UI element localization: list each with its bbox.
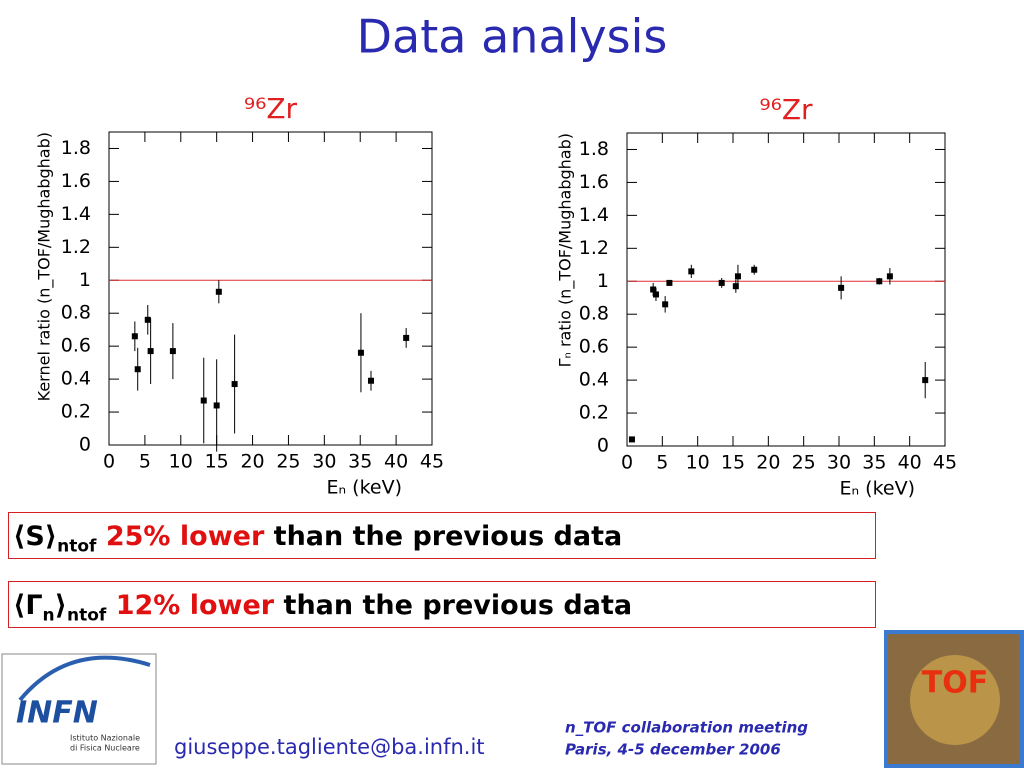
x-tick-label: 5 — [656, 452, 668, 474]
data-point — [751, 266, 758, 273]
symbol: ⟨S⟩ — [13, 521, 58, 552]
symbol: ⟨Γ — [13, 590, 43, 621]
plot-frame — [626, 132, 946, 447]
data-point — [147, 348, 154, 355]
x-tick-label: 20 — [240, 451, 264, 473]
infn-logo — [1, 653, 157, 765]
x-tick-label: 45 — [933, 452, 957, 474]
infn-text: INFN — [16, 696, 98, 731]
data-point — [666, 279, 673, 286]
y-tick-label: 1.8 — [61, 137, 91, 159]
y-tick-label: 1.6 — [61, 170, 91, 192]
box-text: than the previous data — [273, 521, 623, 552]
x-tick-label: 10 — [169, 451, 193, 473]
y-tick-label: 0.4 — [61, 368, 91, 390]
y-tick-label: 0.4 — [579, 369, 609, 391]
y-tick-label: 1.4 — [61, 203, 91, 225]
y-tick-label: 1.8 — [579, 138, 609, 160]
data-point — [628, 436, 635, 443]
y-tick-label: 1.6 — [579, 171, 609, 193]
x-tick-label: 40 — [384, 451, 408, 473]
y-tick-label: 0.2 — [61, 401, 91, 423]
chart-title: ⁹⁶Zr — [244, 92, 298, 125]
y-axis-label: Kernel ratio (n_TOF/Mughabghab) — [35, 132, 55, 401]
y-tick-label: 1.2 — [61, 236, 91, 258]
chart-title: ⁹⁶Zr — [759, 93, 813, 126]
result-box: ⟨Γn⟩ntof 12% lower than the previous dat… — [8, 581, 876, 628]
data-point — [732, 283, 739, 290]
infn-line: Istituto Nazionale — [70, 734, 140, 743]
data-point — [213, 402, 220, 409]
data-point — [215, 288, 222, 295]
tof-logo-glow — [910, 655, 1000, 745]
x-axis-label: Eₙ (keV) — [840, 478, 915, 500]
x-tick-label: 30 — [827, 452, 851, 474]
x-tick-label: 35 — [862, 452, 886, 474]
x-tick-label: 40 — [898, 452, 922, 474]
x-tick-label: 20 — [756, 452, 780, 474]
y-tick-label: 1.2 — [579, 237, 609, 259]
result-box: ⟨S⟩ntof 25% lower than the previous data — [8, 512, 876, 559]
plot-frame — [108, 131, 433, 446]
y-tick-label: 1.4 — [579, 204, 609, 226]
data-point — [734, 273, 741, 280]
infn-arc — [18, 655, 151, 702]
data-point — [718, 279, 725, 286]
x-tick-label: 30 — [312, 451, 336, 473]
y-tick-label: 0 — [597, 435, 609, 457]
subscript: ntof — [67, 605, 107, 626]
data-point — [367, 377, 374, 384]
email: giuseppe.tagliente@ba.infn.it — [174, 735, 485, 759]
x-tick-label: 35 — [348, 451, 372, 473]
x-tick-label: 45 — [420, 451, 444, 473]
highlight: 25% lower — [105, 521, 265, 552]
x-tick-label: 25 — [792, 452, 816, 474]
y-tick-label: 0.8 — [579, 303, 609, 325]
y-tick-label: 0 — [79, 434, 91, 456]
symbol: ⟩ — [54, 590, 67, 621]
data-point — [886, 273, 893, 280]
y-axis-label: Γₙ ratio (n_TOF/Mughabghab) — [556, 133, 576, 367]
data-point — [838, 284, 845, 291]
meeting-place: Paris, 4-5 december 2006 — [565, 741, 781, 759]
x-tick-label: 15 — [205, 451, 229, 473]
data-point — [650, 286, 657, 293]
data-point — [652, 291, 659, 298]
y-tick-label: 0.2 — [579, 402, 609, 424]
y-tick-label: 0.6 — [579, 336, 609, 358]
data-point — [169, 348, 176, 355]
data-point — [357, 349, 364, 356]
data-point — [231, 381, 238, 388]
meeting: n_TOF collaboration meeting — [565, 719, 808, 737]
x-tick-label: 25 — [276, 451, 300, 473]
subscript: n — [42, 605, 55, 626]
data-point — [876, 278, 883, 285]
x-tick-label: 0 — [103, 451, 115, 473]
data-point — [403, 334, 410, 341]
data-point — [688, 268, 695, 275]
y-tick-label: 0.8 — [61, 302, 91, 324]
data-point — [922, 377, 929, 384]
data-point — [200, 397, 207, 404]
tof-text: TOF — [922, 666, 988, 701]
data-point — [662, 301, 669, 308]
slide-title: Data analysis — [357, 10, 668, 64]
x-tick-label: 15 — [721, 452, 745, 474]
x-tick-label: 5 — [139, 451, 151, 473]
x-tick-label: 10 — [686, 452, 710, 474]
infn-line: di Fisica Nucleare — [70, 744, 140, 753]
data-point — [134, 366, 141, 373]
y-tick-label: 1 — [79, 269, 91, 291]
box-text: than the previous data — [283, 590, 633, 621]
data-point — [144, 316, 151, 323]
x-tick-label: 0 — [621, 452, 633, 474]
y-tick-label: 0.6 — [61, 335, 91, 357]
highlight: 12% lower — [115, 590, 275, 621]
x-axis-label: Eₙ (keV) — [327, 477, 402, 499]
data-point — [131, 333, 138, 340]
subscript: ntof — [57, 536, 97, 557]
y-tick-label: 1 — [597, 270, 609, 292]
